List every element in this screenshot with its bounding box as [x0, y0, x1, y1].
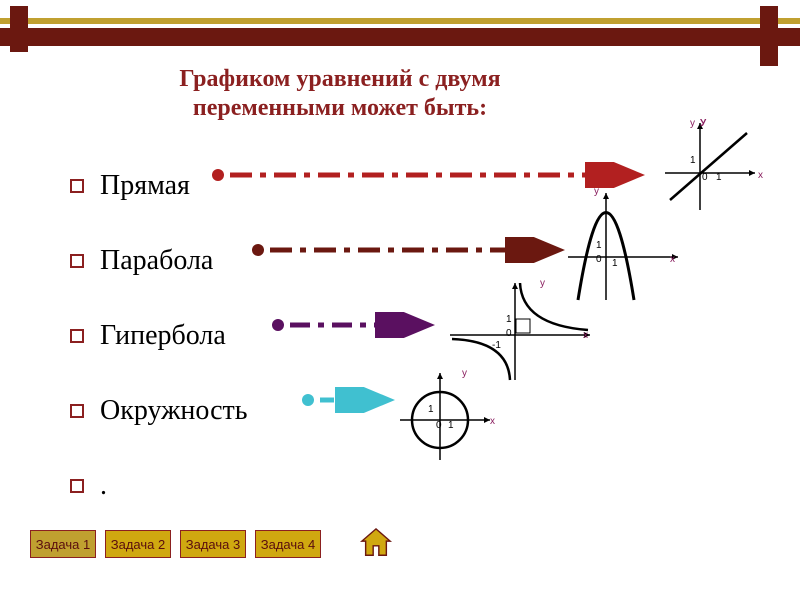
task-label-1: Задача 1 [36, 537, 90, 552]
lbl-par-0: 0 [596, 254, 602, 265]
lbl-cir-x: x [490, 416, 495, 427]
bullet-marker [70, 404, 84, 418]
task-label-4: Задача 4 [261, 537, 315, 552]
lbl-par-x: x [670, 254, 675, 265]
bullet-label-hyperbola: Гипербола [100, 320, 226, 352]
bullet-label-circle: Окружность [100, 395, 248, 427]
task-label-2: Задача 2 [111, 537, 165, 552]
lbl-cir-y: у [462, 368, 467, 379]
corner-right [760, 6, 778, 66]
lbl-hyp-1y: 1 [506, 314, 512, 325]
lbl-line-x: x [758, 170, 763, 181]
home-button[interactable] [358, 527, 394, 559]
lbl-line-1y: 1 [690, 155, 696, 166]
lbl-hyp-n1: -1 [492, 340, 501, 351]
bullet-marker [70, 254, 84, 268]
bullet-label-line: Прямая [100, 170, 190, 202]
lbl-line-1x: 1 [716, 172, 722, 183]
bullet-label-dot: . [100, 470, 107, 502]
top-band-gold [0, 18, 800, 24]
lbl-par-y: у [594, 186, 599, 197]
lbl-cir-1y: 1 [428, 404, 434, 415]
lbl-line-0: 0 [702, 172, 708, 183]
task-label-3: Задача 3 [186, 537, 240, 552]
arrow-circle [300, 387, 400, 413]
lbl-cir-0: 0 [436, 420, 442, 431]
task-button-3[interactable]: Задача 3 [180, 530, 246, 558]
lbl-par-1x: 1 [612, 258, 618, 269]
title-line1: Графиком уравнений с двумя [179, 66, 500, 92]
lbl-hyp-0: 0 [506, 328, 512, 339]
lbl-hyp-y: у [540, 278, 545, 289]
arrow-hyperbola [270, 312, 440, 338]
bullet-hyperbola: Гипербола [70, 320, 226, 352]
lbl-cir-1x: 1 [448, 420, 454, 431]
arrow-parabola [250, 237, 570, 263]
page-title: Графиком уравнений с двумя переменными м… [120, 65, 560, 123]
lbl-line-yU: У [700, 118, 706, 129]
lbl-line-y: у [690, 118, 695, 129]
task-button-2[interactable]: Задача 2 [105, 530, 171, 558]
corner-left [10, 6, 28, 52]
bullet-dot: . [70, 470, 107, 502]
top-band-dark [0, 28, 800, 46]
title-line2: переменными может быть: [193, 95, 487, 121]
bullet-line: Прямая [70, 170, 190, 202]
bullet-label-parabola: Парабола [100, 245, 213, 277]
task-button-1[interactable]: Задача 1 [30, 530, 96, 558]
bullet-parabola: Парабола [70, 245, 213, 277]
mini-chart-circle [392, 365, 502, 465]
lbl-par-1y: 1 [596, 240, 602, 251]
bullet-marker [70, 479, 84, 493]
task-button-4[interactable]: Задача 4 [255, 530, 321, 558]
bullet-marker [70, 329, 84, 343]
lbl-hyp-x: x [583, 330, 588, 341]
bullet-circle: Окружность [70, 395, 248, 427]
bullet-marker [70, 179, 84, 193]
